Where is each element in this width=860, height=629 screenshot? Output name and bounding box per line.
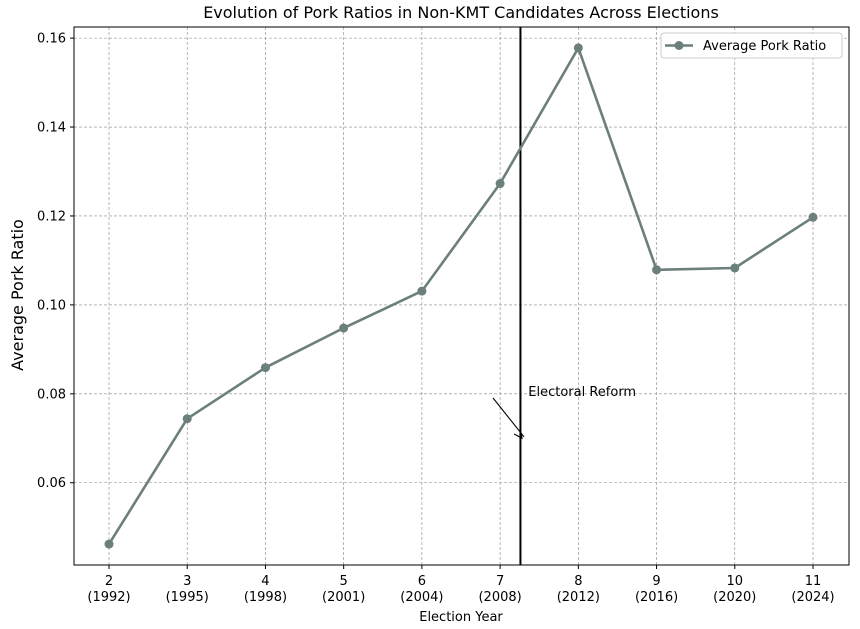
x-tick-label-year: (2001) (322, 590, 365, 605)
plot-frame (73, 26, 850, 566)
legend-label: Average Pork Ratio (703, 39, 826, 54)
data-point (573, 43, 583, 53)
data-point (104, 539, 114, 549)
x-tick-label-year: (2024) (791, 590, 834, 605)
ticks-layer: 2(1992) 3(1995) 4(1998) 5(2001) 6(2004) 7(200… (37, 32, 835, 605)
y-tick-label: 0.12 (37, 209, 66, 224)
data-point (417, 286, 427, 296)
y-tick-label: 0.06 (37, 476, 66, 491)
series-line (107, 46, 814, 545)
y-tick-label: 0.10 (37, 298, 66, 313)
x-tick-label-year: (1992) (87, 590, 130, 605)
x-tick-label-year: (2004) (400, 590, 443, 605)
y-tick-label: 0.14 (37, 121, 66, 136)
annotation-text: Electoral Reform (528, 385, 636, 400)
data-point (730, 263, 740, 273)
legend-box (660, 32, 843, 59)
data-point (808, 212, 818, 222)
data-point (652, 265, 662, 275)
x-tick-label-term: 4 (261, 574, 269, 589)
x-tick-label-term: 9 (652, 574, 660, 589)
data-point (495, 179, 505, 189)
legend: Average Pork Ratio (660, 32, 843, 59)
y-tick-label: 0.16 (37, 32, 66, 47)
x-tick-label-term: 6 (418, 574, 426, 589)
x-tick-label-term: 2 (105, 574, 113, 589)
x-tick-label-term: 5 (340, 574, 348, 589)
x-axis-label: Election Year (419, 610, 503, 625)
legend-swatch-marker (674, 41, 684, 50)
x-tick-label-term: 3 (183, 574, 191, 589)
y-axis-label: Average Pork Ratio (8, 219, 27, 371)
data-point (339, 323, 349, 333)
data-point (182, 414, 192, 424)
annotation-arrow-line (492, 397, 525, 438)
x-tick-label-year: (2012) (557, 590, 600, 605)
x-tick-label-year: (1995) (166, 590, 209, 605)
x-tick-label-term: 7 (496, 574, 504, 589)
chart-title: Evolution of Pork Ratios in Non-KMT Cand… (203, 3, 719, 22)
y-tick-label: 0.08 (37, 387, 66, 402)
x-tick-label-term: 11 (805, 574, 822, 589)
x-tick-label-year: (2020) (713, 590, 756, 605)
series-layer (104, 43, 818, 549)
x-tick-label-term: 10 (727, 574, 744, 589)
x-tick-label-term: 8 (574, 574, 582, 589)
x-tick-label-year: (2016) (635, 590, 678, 605)
data-point (260, 363, 270, 373)
x-tick-label-year: (2008) (478, 590, 521, 605)
annotation-arrow-head (513, 429, 523, 440)
x-tick-label-year: (1998) (244, 590, 287, 605)
annotation-layer: Electoral Reform (492, 385, 636, 440)
